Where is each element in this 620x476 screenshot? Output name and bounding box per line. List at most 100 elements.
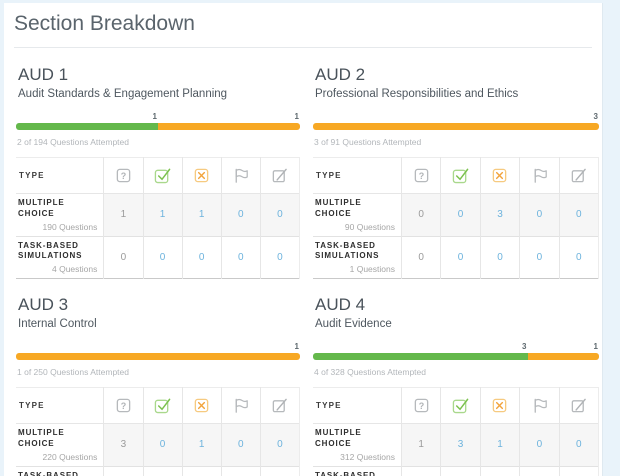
- col-header-flagged: [220, 157, 261, 194]
- count-correct[interactable]: 0: [440, 466, 481, 476]
- section-title: AUD 1: [18, 65, 69, 84]
- segment-count-label: 1: [294, 342, 299, 352]
- svg-text:?: ?: [418, 401, 423, 411]
- col-header-correct: [142, 157, 183, 194]
- section-subtitle: Professional Responsibilities and Ethics: [315, 88, 519, 100]
- check-icon: [154, 167, 171, 184]
- count-incorrect[interactable]: 0: [181, 236, 222, 279]
- flag-icon: [531, 397, 548, 414]
- count-notes[interactable]: 0: [558, 236, 600, 279]
- count-correct[interactable]: 0: [142, 423, 183, 467]
- table-row-task-based-simulations: TASK-BASED SIMULATIONS 30 Questions 0 0 …: [16, 466, 301, 476]
- col-header-notes: [558, 157, 600, 194]
- count-incorrect[interactable]: 1: [181, 193, 222, 237]
- count-flagged[interactable]: 0: [519, 466, 560, 476]
- progress-segment-incorrect: [313, 123, 599, 130]
- count-flagged[interactable]: 0: [220, 193, 261, 237]
- segment-count-label: 1: [593, 342, 598, 352]
- count-flagged[interactable]: 0: [519, 236, 560, 279]
- table-row-task-based-simulations: TASK-BASED SIMULATIONS 1 Questions 0 0 0…: [313, 236, 600, 279]
- count-notes[interactable]: 0: [558, 466, 600, 476]
- pencil-icon: [271, 167, 288, 184]
- progress-bar-labels: 3: [313, 112, 599, 123]
- table-row-multiple-choice: MULTIPLE CHOICE 90 Questions 0 0 3 0 0: [313, 193, 600, 237]
- count-notes[interactable]: 0: [558, 193, 600, 237]
- row-label: TASK-BASED SIMULATIONS: [315, 240, 380, 261]
- segment-count-label: 3: [522, 342, 527, 352]
- count-notes[interactable]: 0: [259, 466, 301, 476]
- question-mark-icon: ?: [413, 167, 430, 184]
- count-flagged[interactable]: 0: [519, 423, 560, 467]
- count-notes[interactable]: 0: [259, 236, 301, 279]
- count-correct[interactable]: 0: [142, 466, 183, 476]
- row-label-cell: MULTIPLE CHOICE 312 Questions: [313, 423, 402, 467]
- segment-count-label: 1: [294, 112, 299, 121]
- count-flagged[interactable]: 0: [220, 236, 261, 279]
- section-breakdown-panel: Section Breakdown AUD 1 Audit Standards …: [4, 3, 603, 476]
- pencil-icon: [271, 397, 288, 414]
- progress-segment-incorrect: [158, 123, 300, 130]
- count-correct[interactable]: 1: [142, 193, 183, 237]
- type-breakdown-table: TYPE ? MULTIPLE CHOICE 190 Ques: [16, 157, 301, 279]
- col-header-notes: [259, 387, 301, 424]
- table-row-task-based-simulations: TASK-BASED SIMULATIONS 16 Questions 0 0 …: [313, 466, 600, 476]
- count-correct[interactable]: 0: [440, 236, 481, 279]
- questions-attempted-text: 1 of 250 Questions Attempted: [17, 367, 129, 378]
- svg-text:?: ?: [418, 171, 423, 181]
- table-row-multiple-choice: MULTIPLE CHOICE 312 Questions 1 3 1 0 0: [313, 423, 600, 467]
- row-label: MULTIPLE CHOICE: [18, 198, 65, 218]
- count-unanswered: 1: [400, 423, 441, 467]
- type-column-header: TYPE: [316, 401, 342, 411]
- check-icon: [452, 397, 469, 414]
- count-notes[interactable]: 0: [259, 423, 301, 467]
- questions-attempted-text: 3 of 91 Questions Attempted: [314, 137, 422, 147]
- count-incorrect[interactable]: 0: [479, 466, 520, 476]
- col-header-incorrect: [181, 387, 222, 424]
- questions-attempted-text: 4 of 328 Questions Attempted: [314, 367, 426, 378]
- col-header-incorrect: [181, 157, 222, 194]
- col-header-notes: [558, 387, 600, 424]
- x-icon: [491, 397, 508, 414]
- row-question-count: 90 Questions: [344, 221, 395, 232]
- type-column-header: TYPE: [316, 171, 342, 180]
- section-subtitle: Audit Standards & Engagement Planning: [18, 88, 228, 100]
- count-flagged[interactable]: 0: [220, 423, 261, 467]
- count-correct[interactable]: 0: [142, 236, 183, 279]
- progress-segment-incorrect: [16, 353, 300, 361]
- count-correct[interactable]: 0: [440, 193, 481, 237]
- count-unanswered: 0: [400, 236, 441, 279]
- count-notes[interactable]: 0: [259, 193, 301, 237]
- question-mark-icon: ?: [413, 397, 430, 414]
- col-header-flagged: [519, 387, 560, 424]
- table-row-task-based-simulations: TASK-BASED SIMULATIONS 4 Questions 0 0 0…: [16, 236, 301, 279]
- count-incorrect[interactable]: 0: [479, 236, 520, 279]
- table-header-row: TYPE ?: [313, 157, 600, 194]
- col-header-flagged: [519, 157, 560, 194]
- progress-bar-labels: 3 1: [313, 342, 599, 353]
- count-incorrect[interactable]: 3: [479, 193, 520, 237]
- question-mark-icon: ?: [115, 167, 132, 184]
- table-header-row: TYPE ?: [16, 387, 301, 424]
- count-incorrect[interactable]: 1: [181, 423, 222, 467]
- section-title: AUD 2: [315, 65, 366, 84]
- col-header-incorrect: [479, 387, 520, 424]
- type-column-header: TYPE: [19, 171, 45, 180]
- type-breakdown-table: TYPE ? MULTIPLE CHOICE 312 Ques: [313, 387, 600, 476]
- count-incorrect[interactable]: 0: [181, 466, 222, 476]
- col-header-notes: [259, 157, 301, 194]
- count-notes[interactable]: 0: [558, 423, 600, 467]
- row-label: MULTIPLE CHOICE: [315, 198, 362, 218]
- row-question-count: 4 Questions: [52, 264, 98, 275]
- col-header-unanswered: ?: [103, 157, 143, 194]
- col-header-correct: [142, 387, 183, 424]
- count-incorrect[interactable]: 1: [479, 423, 520, 467]
- count-correct[interactable]: 3: [440, 423, 481, 467]
- count-flagged[interactable]: 0: [220, 466, 261, 476]
- check-icon: [452, 167, 469, 184]
- section-subtitle: Audit Evidence: [315, 318, 392, 331]
- count-flagged[interactable]: 0: [519, 193, 560, 237]
- section-title: AUD 4: [315, 295, 366, 315]
- row-label-cell: TASK-BASED SIMULATIONS 30 Questions: [16, 466, 104, 476]
- col-header-unanswered: ?: [103, 387, 143, 424]
- row-label: TASK-BASED SIMULATIONS: [18, 240, 83, 261]
